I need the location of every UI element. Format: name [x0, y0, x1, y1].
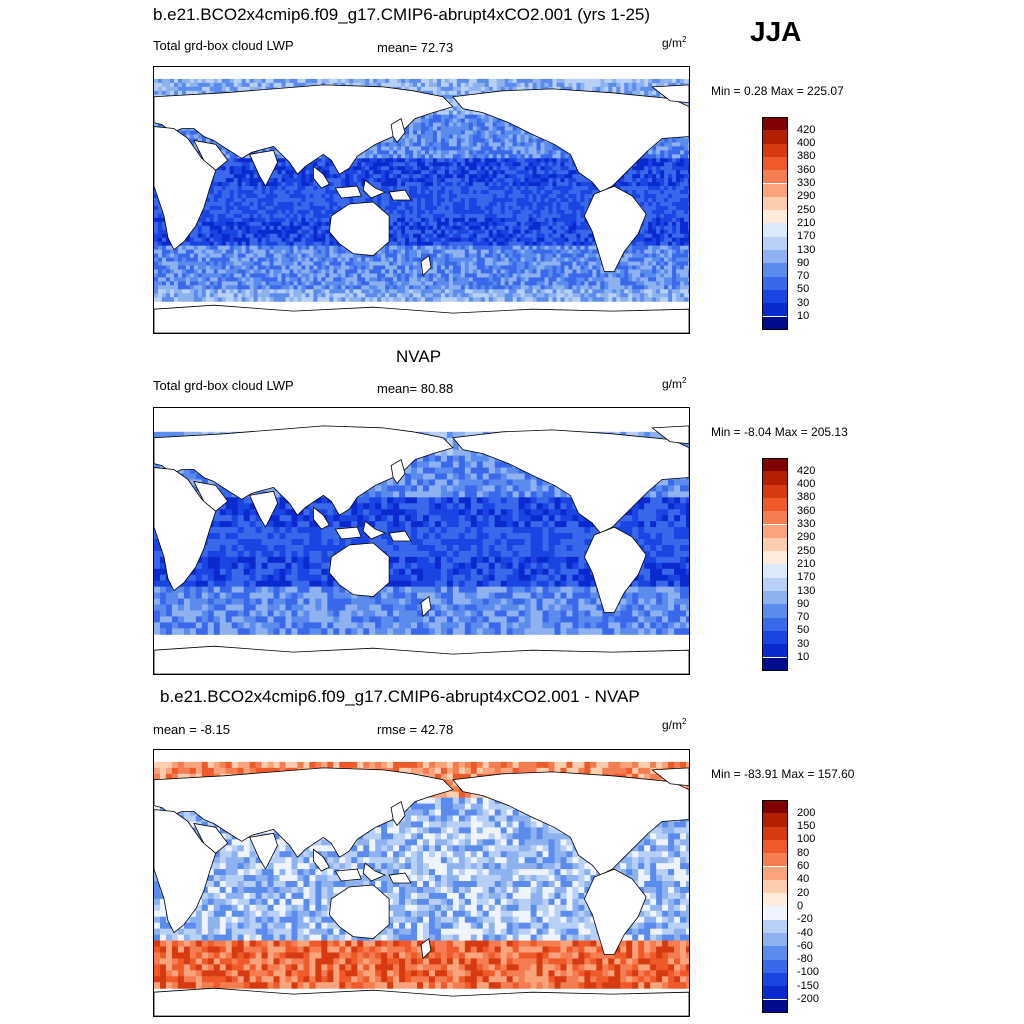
- panel-2-unit: g/m2: [662, 376, 687, 391]
- colorbar-label: 90: [797, 256, 810, 269]
- panel-2-map: [153, 407, 690, 675]
- colorbar-label: 380: [797, 150, 816, 163]
- colorbar-label: -60: [797, 939, 813, 952]
- colorbar-label: 130: [797, 584, 816, 597]
- panel-1-colorbar: 420 400 380 360 330 290 250 210 170 130 90 70 50 30 10: [762, 117, 815, 330]
- colorbar-label: 0: [797, 899, 804, 912]
- panel-3-rmse-label: rmse = 42.78: [377, 722, 454, 737]
- colorbar-label: 200: [797, 806, 816, 819]
- colorbar-frame: [762, 458, 788, 671]
- colorbar-label: 360: [797, 504, 816, 517]
- panel-2-mean-label: mean= 80.88: [377, 381, 454, 396]
- panel-1-unit: g/m2: [662, 35, 687, 50]
- colorbar-label: -40: [797, 926, 813, 939]
- colorbar-label: 60: [797, 860, 810, 872]
- panel-2-colorbar: 420 400 380 360 330 290 250 210 170 130 90 70 50 30 10: [762, 458, 815, 671]
- colorbar-label: 100: [797, 833, 816, 846]
- colorbar-label: 290: [797, 531, 816, 544]
- colorbar-label: 40: [797, 873, 810, 886]
- colorbar-label: 70: [797, 270, 810, 283]
- colorbar-label: 70: [797, 611, 810, 624]
- panel-3-colorbar: 200 150 100 80 60 40 20 0 -20 -40 -60 -80 -100 -150 -2…: [762, 800, 819, 1013]
- colorbar-label: 330: [797, 177, 816, 189]
- colorbar-label: -150: [797, 979, 820, 992]
- colorbar-label: 130: [797, 243, 816, 256]
- colorbar-label: 380: [797, 491, 816, 504]
- panel-1-map: [153, 66, 690, 334]
- colorbar-label: -100: [797, 966, 820, 979]
- colorbar-label: 170: [797, 230, 816, 243]
- panel-3-mean-label: mean = -8.15: [153, 722, 230, 737]
- colorbar-label: -20: [797, 913, 813, 926]
- colorbar-label: 400: [797, 137, 816, 150]
- colorbar-label: 400: [797, 478, 816, 491]
- panel-2-min-max: Min = -8.04 Max = 205.13: [711, 425, 848, 439]
- colorbar-label: -200: [797, 993, 820, 1005]
- colorbar-label: 150: [797, 820, 816, 833]
- colorbar-label: 20: [797, 886, 810, 899]
- panel-2-variable-label: Total grd-box cloud LWP: [153, 378, 294, 393]
- panel-1-title: b.e21.BCO2x4cmip6.f09_g17.CMIP6-abrupt4x…: [153, 5, 651, 24]
- colorbar-label: 30: [797, 637, 810, 650]
- colorbar-label: 420: [797, 123, 816, 136]
- colorbar-label: 50: [797, 624, 810, 637]
- season-label: JJA: [750, 16, 802, 47]
- panel-1-min-max: Min = 0.28 Max = 225.07: [711, 84, 844, 98]
- colorbar-label: 30: [797, 296, 810, 309]
- colorbar-label: 170: [797, 571, 816, 584]
- panel-3-min-max: Min = -83.91 Max = 157.60: [711, 767, 855, 781]
- panel-1-mean-label: mean= 72.73: [377, 40, 454, 55]
- colorbar-frame: [762, 800, 788, 1013]
- colorbar-label: 250: [797, 203, 816, 216]
- colorbar-frame: [762, 117, 788, 330]
- colorbar-label: 250: [797, 544, 816, 557]
- colorbar-label: 10: [797, 310, 810, 322]
- panel-2-title: NVAP: [396, 347, 442, 366]
- colorbar-label: 10: [797, 651, 810, 663]
- colorbar-label: 80: [797, 846, 810, 859]
- panel-3-map: [153, 749, 690, 1017]
- colorbar-label: 290: [797, 190, 816, 203]
- colorbar-label: 210: [797, 557, 816, 570]
- colorbar-label: 90: [797, 597, 810, 610]
- colorbar-label: 50: [797, 283, 810, 296]
- colorbar-label: 360: [797, 163, 816, 176]
- colorbar-label: -80: [797, 953, 813, 966]
- panel-3-unit: g/m2: [662, 717, 687, 732]
- colorbar-label: 420: [797, 464, 816, 477]
- colorbar-label: 330: [797, 518, 816, 530]
- colorbar-label: 210: [797, 216, 816, 229]
- panel-3-title: b.e21.BCO2x4cmip6.f09_g17.CMIP6-abrupt4x…: [160, 687, 640, 706]
- panel-1-variable-label: Total grd-box cloud LWP: [153, 38, 294, 53]
